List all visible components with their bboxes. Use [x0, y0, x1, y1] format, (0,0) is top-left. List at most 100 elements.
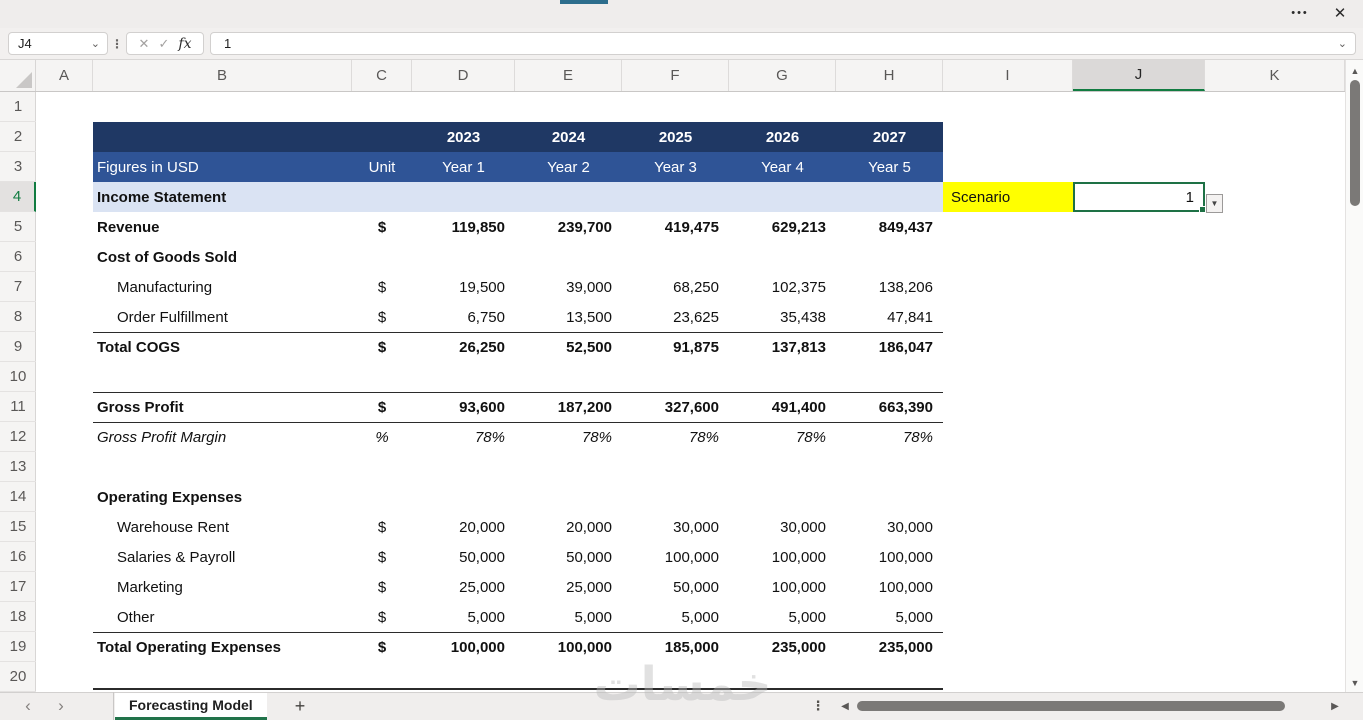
year-header-2024[interactable]: 2024: [551, 128, 586, 146]
year-header-2027[interactable]: 2027: [872, 128, 907, 146]
column-header-J[interactable]: J: [1073, 60, 1205, 91]
cell-E9[interactable]: 52,500: [566, 338, 612, 356]
close-icon[interactable]: ✕: [1333, 5, 1347, 22]
cell-H15[interactable]: 30,000: [887, 518, 933, 536]
row-header-19[interactable]: 19: [0, 632, 36, 662]
row-header-5[interactable]: 5: [0, 212, 36, 242]
prev-sheet-icon[interactable]: ‹: [25, 696, 31, 715]
cell-G9[interactable]: 137,813: [771, 338, 826, 356]
cell-B12[interactable]: Gross Profit Margin: [97, 428, 227, 446]
cell-H18[interactable]: 5,000: [895, 608, 933, 626]
cell-H12[interactable]: 78%: [902, 428, 933, 446]
cell-D5[interactable]: 119,850: [451, 218, 505, 236]
sheet-tab-forecasting-model[interactable]: Forecasting Model: [115, 693, 267, 720]
cell-B18[interactable]: Other: [117, 608, 155, 626]
cell-G15[interactable]: 30,000: [780, 518, 826, 536]
cell-B16[interactable]: Salaries & Payroll: [117, 548, 236, 566]
row-header-11[interactable]: 11: [0, 392, 36, 422]
unit-header[interactable]: Unit: [368, 158, 396, 176]
cell-G19[interactable]: 235,000: [771, 638, 826, 656]
cell-E7[interactable]: 39,000: [566, 278, 612, 296]
cell-B19[interactable]: Total Operating Expenses: [97, 638, 281, 656]
column-header-C[interactable]: C: [352, 60, 412, 91]
cell-B8[interactable]: Order Fulfillment: [117, 308, 228, 326]
cell-F17[interactable]: 50,000: [673, 578, 719, 596]
cell-G17[interactable]: 100,000: [771, 578, 826, 596]
row-header-8[interactable]: 8: [0, 302, 36, 332]
row-header-13[interactable]: 13: [0, 452, 36, 482]
cell-D8[interactable]: 6,750: [467, 308, 505, 326]
cell-E16[interactable]: 50,000: [566, 548, 612, 566]
cell-F12[interactable]: 78%: [688, 428, 719, 446]
cell-C17[interactable]: $: [377, 578, 387, 596]
cell-C12[interactable]: %: [375, 428, 389, 446]
tab-bar-more-icon[interactable]: ⋮: [811, 698, 825, 713]
column-header-B[interactable]: B: [93, 60, 352, 91]
cell-D11[interactable]: 93,600: [459, 398, 505, 416]
cell-C15[interactable]: $: [377, 518, 387, 536]
formula-bar-drag-handle[interactable]: ⋮: [111, 36, 123, 51]
column-header-I[interactable]: I: [943, 60, 1073, 91]
column-header-K[interactable]: K: [1205, 60, 1345, 91]
cell-G16[interactable]: 100,000: [771, 548, 826, 566]
cell-H5[interactable]: 849,437: [878, 218, 933, 236]
year-label-2[interactable]: Year 2: [547, 158, 590, 176]
cell-F15[interactable]: 30,000: [673, 518, 719, 536]
cell-E12[interactable]: 78%: [581, 428, 612, 446]
cell-H16[interactable]: 100,000: [878, 548, 933, 566]
cell-C19[interactable]: $: [377, 638, 387, 656]
cell-H8[interactable]: 47,841: [887, 308, 933, 326]
cell-B11[interactable]: Gross Profit: [97, 398, 184, 416]
cell-E17[interactable]: 25,000: [566, 578, 612, 596]
year-label-5[interactable]: Year 5: [868, 158, 911, 176]
row-header-17[interactable]: 17: [0, 572, 36, 602]
cell-F8[interactable]: 23,625: [673, 308, 719, 326]
cell-D9[interactable]: 26,250: [459, 338, 505, 356]
data-validation-dropdown-button[interactable]: ▼: [1206, 194, 1223, 213]
next-sheet-icon[interactable]: ›: [58, 696, 64, 715]
scroll-up-icon[interactable]: ▲: [1350, 66, 1360, 76]
window-more-icon[interactable]: •••: [1291, 7, 1309, 19]
cell-B9[interactable]: Total COGS: [97, 338, 181, 356]
row-header-1[interactable]: 1: [0, 92, 36, 122]
row-header-9[interactable]: 9: [0, 332, 36, 362]
column-header-E[interactable]: E: [515, 60, 622, 91]
row-header-18[interactable]: 18: [0, 602, 36, 632]
cell-G5[interactable]: 629,213: [771, 218, 826, 236]
cell-C16[interactable]: $: [377, 548, 387, 566]
fill-handle[interactable]: [1199, 206, 1206, 213]
row-header-15[interactable]: 15: [0, 512, 36, 542]
cell-F19[interactable]: 185,000: [664, 638, 719, 656]
cell-C11[interactable]: $: [377, 398, 387, 416]
cell-F9[interactable]: 91,875: [673, 338, 719, 356]
cell-E18[interactable]: 5,000: [574, 608, 612, 626]
cell-H19[interactable]: 235,000: [878, 638, 933, 656]
cell-G7[interactable]: 102,375: [771, 278, 826, 296]
cell-F5[interactable]: 419,475: [664, 218, 719, 236]
cell-H9[interactable]: 186,047: [878, 338, 933, 356]
cell-F16[interactable]: 100,000: [664, 548, 719, 566]
cell-I4-scenario-label[interactable]: Scenario: [943, 182, 1073, 212]
name-box[interactable]: J4 ⌄: [8, 32, 108, 55]
cell-B7[interactable]: Manufacturing: [117, 278, 213, 296]
cell-C7[interactable]: $: [377, 278, 387, 296]
cell-B5[interactable]: Revenue: [97, 218, 160, 236]
cell-E15[interactable]: 20,000: [566, 518, 612, 536]
cell-E5[interactable]: 239,700: [557, 218, 612, 236]
column-header-D[interactable]: D: [412, 60, 515, 91]
cell-B15[interactable]: Warehouse Rent: [117, 518, 230, 536]
column-header-H[interactable]: H: [836, 60, 943, 91]
column-header-F[interactable]: F: [622, 60, 729, 91]
cell-J4-active[interactable]: 1: [1073, 182, 1205, 212]
vertical-scrollbar[interactable]: ▲ ▼: [1345, 60, 1363, 692]
year-header-2025[interactable]: 2025: [658, 128, 693, 146]
cell-H7[interactable]: 138,206: [878, 278, 933, 296]
cell-B6[interactable]: Cost of Goods Sold: [97, 248, 237, 266]
cell-E8[interactable]: 13,500: [566, 308, 612, 326]
row-header-2[interactable]: 2: [0, 122, 36, 152]
scroll-left-icon[interactable]: ◀: [841, 700, 849, 712]
cell-F11[interactable]: 327,600: [664, 398, 719, 416]
cell-G11[interactable]: 491,400: [771, 398, 826, 416]
year-header-2026[interactable]: 2026: [765, 128, 800, 146]
row-header-6[interactable]: 6: [0, 242, 36, 272]
